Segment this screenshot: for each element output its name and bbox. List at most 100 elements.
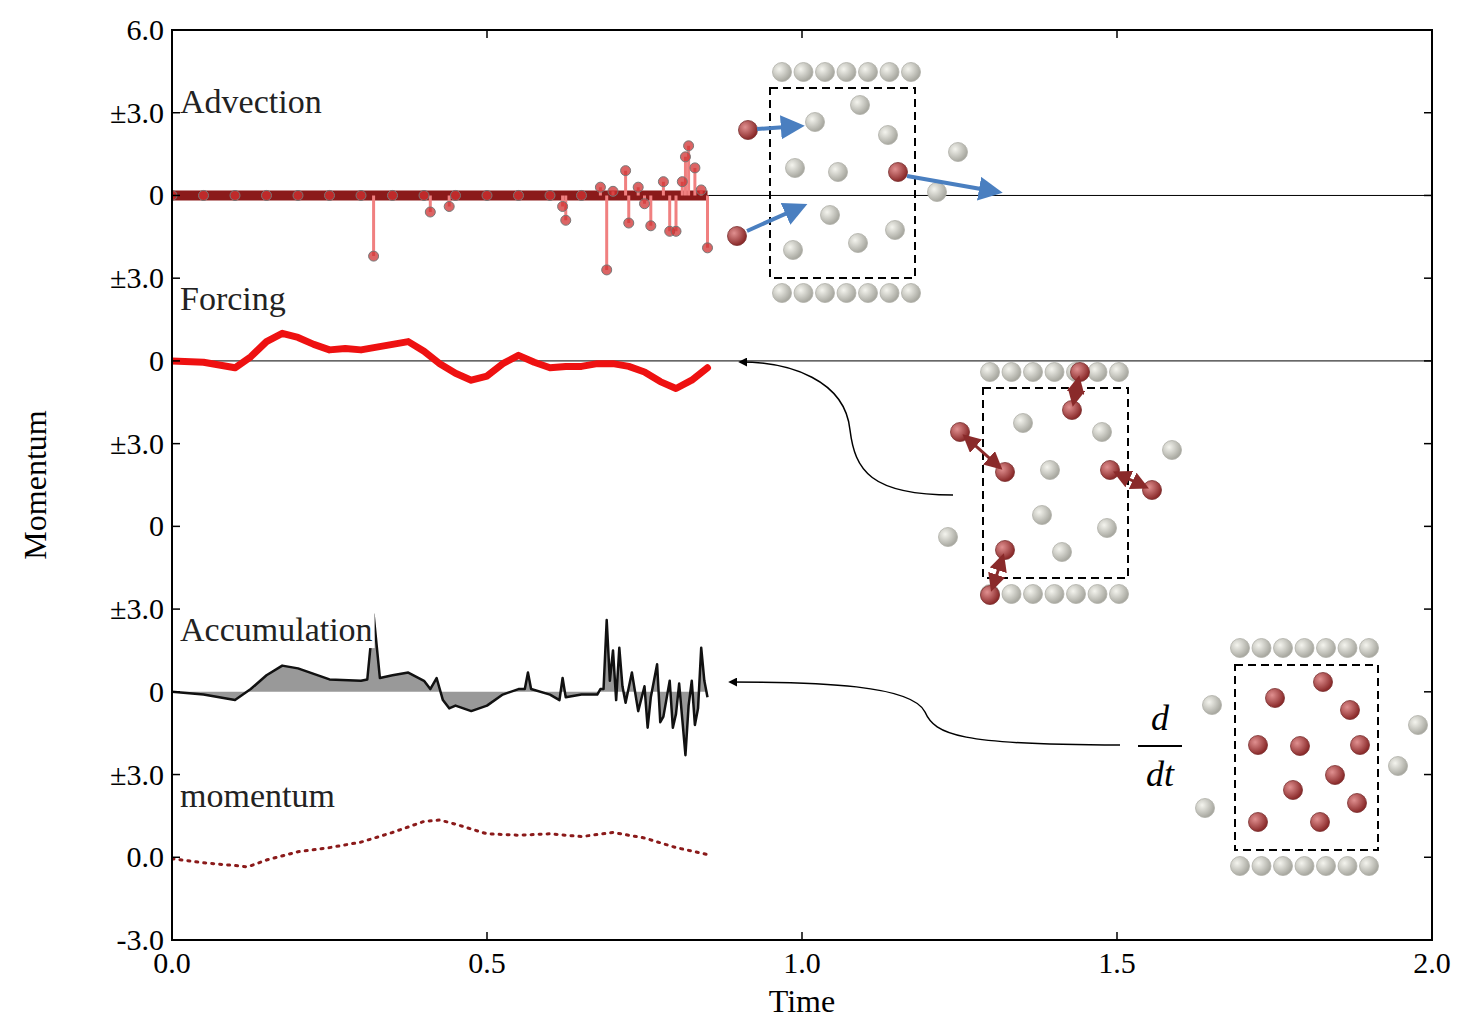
x-axis-title: Time xyxy=(769,983,835,1019)
molecule-gray xyxy=(1252,857,1271,876)
stem-marker xyxy=(388,190,398,200)
stem-marker xyxy=(690,163,700,173)
stem xyxy=(684,157,687,196)
stem-marker xyxy=(602,265,612,275)
velocity-arrow xyxy=(907,176,998,192)
molecule-gray xyxy=(1295,639,1314,658)
x-tick-label: 2.0 xyxy=(1413,946,1451,979)
stem-marker xyxy=(482,190,492,200)
y-axis-title: Momentum xyxy=(17,410,53,559)
series-line xyxy=(172,820,708,867)
stem xyxy=(706,195,709,247)
molecule-gray xyxy=(849,234,868,253)
molecule-gray xyxy=(880,284,899,303)
y-tick xyxy=(172,443,180,445)
panel-title-group: Accumulation xyxy=(178,611,375,648)
molecule-gray xyxy=(806,113,825,132)
y-tick-label: 6.0 xyxy=(127,13,165,46)
stem-marker xyxy=(624,218,634,228)
molecule-gray xyxy=(1317,639,1336,658)
y-tick xyxy=(172,360,180,362)
molecule-gray xyxy=(859,284,878,303)
molecule-gray xyxy=(1252,639,1271,658)
panel-title: Accumulation xyxy=(180,611,373,648)
stem-marker xyxy=(658,177,668,187)
stem-marker xyxy=(680,152,690,162)
y-tick xyxy=(172,857,180,859)
molecule-gray xyxy=(1110,363,1129,382)
panel-title-group: Forcing xyxy=(178,280,288,317)
x-tick-label: 1.5 xyxy=(1098,946,1136,979)
molecule-gray xyxy=(1163,441,1182,460)
molecule-gray xyxy=(851,96,870,115)
molecule-gray xyxy=(1338,857,1357,876)
molecule-gray xyxy=(1053,543,1072,562)
x-tick xyxy=(1116,932,1118,940)
control-volume xyxy=(770,88,915,278)
stem-marker xyxy=(558,201,568,211)
y-tick xyxy=(172,608,180,610)
molecule-gray xyxy=(1033,506,1052,525)
x-tick-label: 0.5 xyxy=(468,946,506,979)
y-tick-label: 0 xyxy=(149,344,164,377)
molecule-gray xyxy=(786,159,805,178)
control-volume xyxy=(1235,665,1378,850)
molecule-gray xyxy=(1203,696,1222,715)
x-tick xyxy=(486,30,488,38)
y-tick xyxy=(1424,443,1432,445)
molecule-gray xyxy=(1231,639,1250,658)
stem-marker xyxy=(444,201,454,211)
stem-marker xyxy=(621,166,631,176)
molecule-red xyxy=(1101,461,1120,480)
molecule-gray xyxy=(1045,363,1064,382)
molecule-red xyxy=(1348,794,1367,813)
x-tick xyxy=(1116,30,1118,38)
y-tick-label: ±3.0 xyxy=(110,427,164,460)
molecule-red xyxy=(1249,813,1268,832)
stem-marker xyxy=(293,190,303,200)
title-patch xyxy=(178,777,337,814)
y-tick xyxy=(1424,526,1432,528)
molecule-gray xyxy=(1317,857,1336,876)
molecule-gray xyxy=(1041,461,1060,480)
molecule-red xyxy=(1249,736,1268,755)
y-tick-label: ±3.0 xyxy=(110,758,164,791)
molecule-gray xyxy=(1024,363,1043,382)
x-tick xyxy=(801,30,803,38)
molecule-red xyxy=(981,586,1000,605)
molecule-red xyxy=(1143,481,1162,500)
molecule-gray xyxy=(1338,639,1357,658)
molecule-gray xyxy=(981,585,1000,604)
molecule-red xyxy=(1314,673,1333,692)
x-tick xyxy=(486,932,488,940)
y-tick-label: ±3.0 xyxy=(110,96,164,129)
molecule-gray xyxy=(1024,585,1043,604)
stem-marker xyxy=(561,215,571,225)
molecule-gray xyxy=(902,284,921,303)
panel-title: Advection xyxy=(180,83,322,120)
y-tick xyxy=(1424,360,1432,362)
stem-marker xyxy=(677,177,687,187)
panel-1 xyxy=(172,333,1432,388)
molecule-gray xyxy=(859,63,878,82)
y-tick-label: ±3.0 xyxy=(110,261,164,294)
molecule-gray xyxy=(821,206,840,225)
molecule-gray xyxy=(981,363,1000,382)
link-arrow xyxy=(740,362,953,495)
stem-marker xyxy=(325,190,335,200)
stem-marker xyxy=(703,243,713,253)
zero-line xyxy=(172,360,1432,361)
molecule-gray xyxy=(1231,857,1250,876)
stem-marker xyxy=(356,190,366,200)
stem-marker xyxy=(451,190,461,200)
molecule-red xyxy=(1266,689,1285,708)
stem-marker xyxy=(696,185,706,195)
y-tick xyxy=(1424,939,1432,941)
molecule-gray xyxy=(1088,363,1107,382)
molecule-red xyxy=(728,227,747,246)
molecule-gray xyxy=(816,63,835,82)
stem-marker xyxy=(640,199,650,209)
molecule-gray xyxy=(879,126,898,145)
force-arrow xyxy=(992,557,1003,589)
molecule-red xyxy=(1341,701,1360,720)
